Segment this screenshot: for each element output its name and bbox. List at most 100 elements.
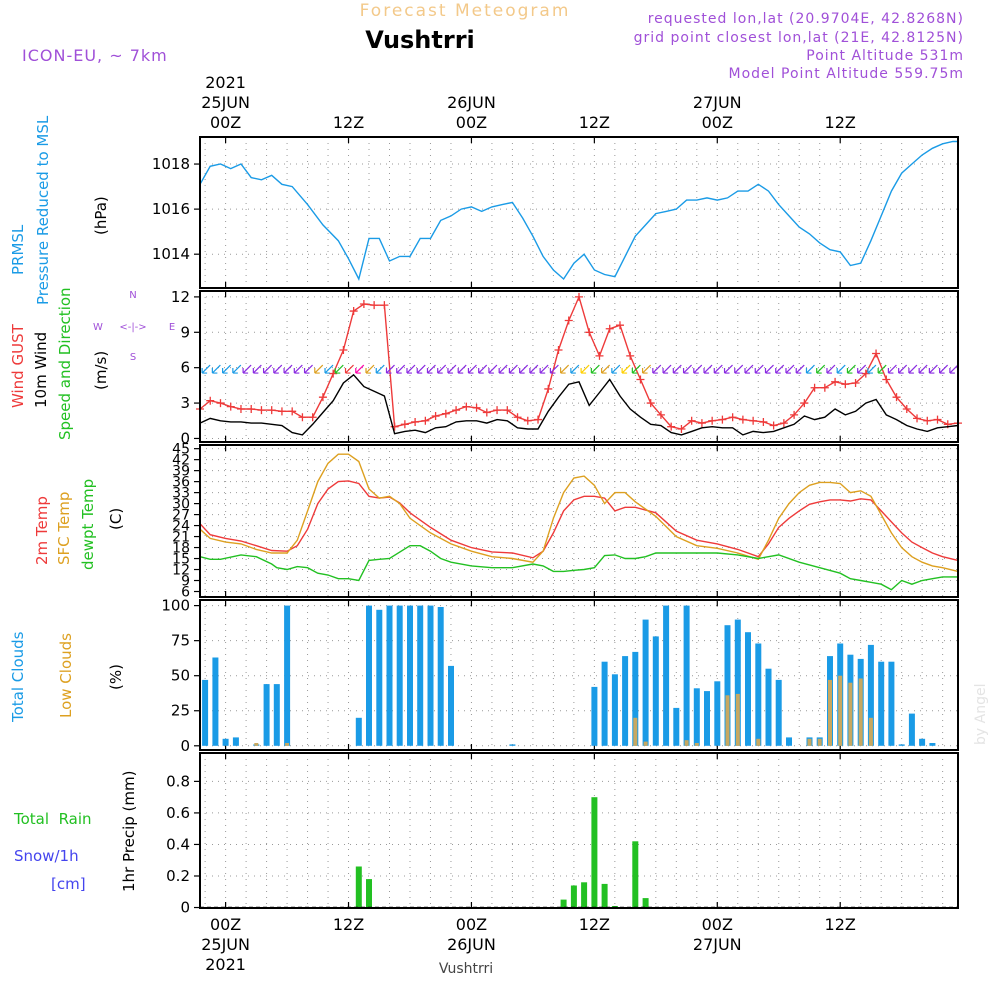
- y-tick-label: 39: [172, 464, 190, 480]
- total-clouds-bar: [273, 684, 280, 746]
- wind-arrow: [375, 364, 385, 374]
- gust-point: [790, 410, 799, 419]
- series-2m-temp: [199, 480, 959, 562]
- total-rain-bar: [601, 883, 608, 908]
- y-tick-label: 75: [171, 632, 190, 650]
- bottom-axis-label: 12Z: [825, 915, 856, 934]
- wind-arrow: [795, 364, 805, 374]
- gust-point: [872, 349, 881, 358]
- precip-unit: 1hr Precip (mm): [120, 771, 138, 892]
- wind-arrow: [498, 364, 508, 374]
- wind-arrow: [734, 364, 744, 374]
- gust-point: [411, 417, 420, 426]
- bottom-axis-label: 26JUN: [447, 935, 496, 954]
- y-tick-label: 0: [180, 737, 190, 755]
- wind10m-label: 10m Wind: [32, 332, 50, 408]
- gust-point: [575, 292, 583, 301]
- y-tick-label: 30: [172, 497, 190, 513]
- gust-point: [390, 422, 399, 431]
- total-clouds-bar: [427, 605, 434, 746]
- low-clouds-bar: [828, 679, 832, 746]
- wind-arrow: [764, 364, 774, 374]
- gust-point: [913, 414, 922, 423]
- wind-arrow: [570, 364, 580, 374]
- compass-n: N: [129, 290, 136, 301]
- total-rain-label: Total Rain: [13, 810, 92, 828]
- gust-point: [298, 413, 307, 422]
- gust-point: [339, 345, 348, 354]
- wind-arrow: [908, 364, 918, 374]
- wind-arrow: [949, 364, 959, 374]
- wind-arrow: [898, 364, 908, 374]
- gust-point: [882, 375, 891, 384]
- cloud-labels: Total Clouds Low Clouds (%): [9, 631, 125, 723]
- wind-arrow: [222, 364, 232, 374]
- wind-arrow: [867, 364, 877, 374]
- y-tick-label: 9: [180, 323, 190, 341]
- y-tick-label: 3: [180, 394, 190, 412]
- y-tick-label: 1018: [152, 155, 190, 173]
- total-clouds-bar: [642, 619, 649, 746]
- gust-point: [441, 409, 450, 418]
- low-clouds-bar: [684, 740, 689, 746]
- y-tick-label: 12: [171, 288, 190, 306]
- wind-arrow: [478, 364, 488, 374]
- wind-arrow: [939, 364, 949, 374]
- wind-arrow: [826, 364, 836, 374]
- low-clouds-bar: [817, 738, 822, 746]
- gust-point: [288, 407, 297, 416]
- total-rain-bar: [632, 841, 639, 908]
- top-axis-label: 12Z: [825, 113, 856, 132]
- compass-s: S: [130, 352, 136, 363]
- gust-point: [380, 301, 389, 310]
- total-clouds-bar: [693, 688, 700, 746]
- total-clouds-bar: [407, 605, 413, 746]
- wind-arrow: [283, 364, 293, 374]
- clouds-panel: 0 25 50 75 100: [161, 597, 959, 755]
- bottom-axis-label: 12Z: [333, 915, 364, 934]
- y-tick-label: 12: [172, 563, 190, 579]
- top-axis-label: 00Z: [210, 113, 241, 132]
- credit: by Angel: [973, 684, 989, 745]
- temperature-frame: [199, 444, 959, 598]
- bottom-axis-label: 2021: [205, 955, 246, 974]
- total-clouds-bar: [745, 632, 751, 746]
- y-tick-label: 45: [172, 442, 190, 458]
- gust-point: [769, 421, 778, 430]
- total-clouds-bar: [611, 674, 618, 746]
- wind-arrow: [488, 364, 498, 374]
- compass-w: W: [93, 322, 103, 333]
- y-tick-label: 0.2: [166, 867, 190, 885]
- precip-frame: [199, 752, 959, 909]
- wind-arrow: [416, 364, 426, 374]
- gust-point: [626, 351, 635, 360]
- y-tick-label: 0.4: [166, 835, 190, 853]
- total-clouds-bar: [734, 619, 741, 746]
- total-clouds-bar: [652, 636, 659, 746]
- wind-arrow: [846, 364, 856, 374]
- cloud-unit: (%): [107, 664, 125, 690]
- total-clouds-bar: [366, 605, 372, 746]
- gust-point: [267, 406, 276, 415]
- wind-arrow: [293, 364, 303, 374]
- total-clouds-label: Total Clouds: [9, 631, 27, 723]
- gust-point: [902, 404, 911, 413]
- wind-arrow: [744, 364, 754, 374]
- total-clouds-bar: [437, 607, 444, 746]
- top-axis-label: 12Z: [333, 113, 364, 132]
- wind-arrow: [601, 364, 611, 374]
- model-altitude: Model Point Altitude 559.75m: [729, 66, 964, 82]
- gust-point: [646, 399, 655, 408]
- snow-label: Snow/1h: [14, 847, 79, 865]
- location-title: Vushtrri: [365, 26, 475, 54]
- total-clouds-bar: [448, 665, 454, 746]
- wind-arrow: [365, 364, 375, 374]
- panels: 1014101610180369126912151821242730333639…: [152, 136, 962, 917]
- temperature-labels: 2m Temp SFC Temp dewpt Temp (C): [33, 479, 125, 570]
- wind-dir-label: Speed and Direction: [56, 287, 74, 440]
- total-clouds-bar: [622, 656, 629, 746]
- y-tick-label: 50: [171, 667, 190, 685]
- total-clouds-bar: [775, 679, 782, 746]
- low-clouds-bar: [756, 738, 761, 746]
- wind-arrow: [437, 364, 447, 374]
